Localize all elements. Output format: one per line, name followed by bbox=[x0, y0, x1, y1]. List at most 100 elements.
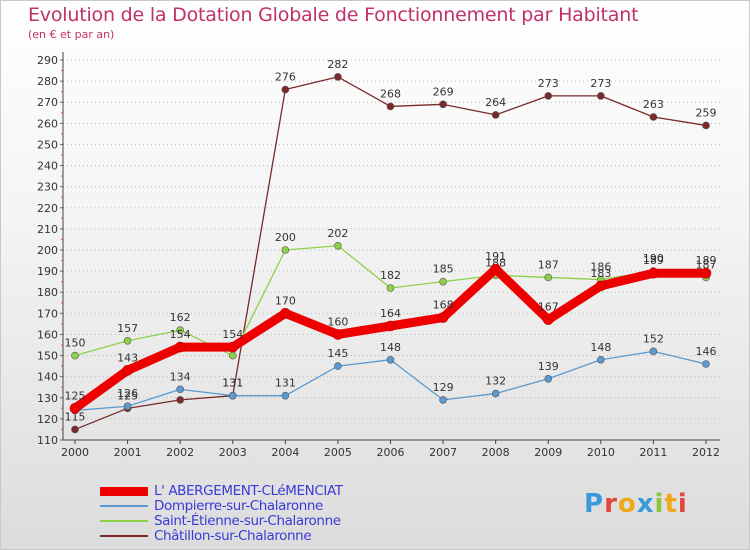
data-point bbox=[281, 246, 290, 254]
data-label: 129 bbox=[433, 381, 454, 394]
data-label: 154 bbox=[170, 328, 191, 341]
y-tick-label: 180 bbox=[37, 286, 58, 299]
data-label: 148 bbox=[590, 341, 611, 354]
data-label: 125 bbox=[117, 389, 138, 402]
data-label: 131 bbox=[275, 377, 296, 390]
data-point bbox=[700, 267, 712, 279]
proxiti-logo: Proxiti bbox=[584, 489, 688, 519]
x-tick-label: 2003 bbox=[219, 446, 247, 459]
data-label: 191 bbox=[485, 250, 506, 263]
data-point bbox=[648, 267, 659, 279]
data-point bbox=[71, 425, 79, 434]
data-point bbox=[123, 402, 132, 411]
x-tick-label: 2001 bbox=[114, 446, 142, 459]
data-point bbox=[544, 374, 553, 383]
data-point bbox=[280, 308, 291, 319]
x-tick-label: 2006 bbox=[377, 446, 405, 459]
y-tick-label: 150 bbox=[37, 350, 58, 363]
legend-swatch bbox=[100, 535, 148, 537]
data-point bbox=[649, 347, 658, 356]
data-label: 148 bbox=[380, 341, 401, 354]
data-point bbox=[281, 391, 290, 400]
data-point bbox=[649, 113, 658, 121]
logo-letter: r bbox=[604, 489, 618, 519]
chart-title: Evolution de la Dotation Globale de Fonc… bbox=[28, 4, 639, 26]
x-tick-label: 2002 bbox=[166, 446, 194, 459]
data-point bbox=[595, 280, 607, 292]
data-label: 160 bbox=[327, 315, 348, 328]
x-tick-label: 2000 bbox=[61, 446, 89, 459]
data-label: 282 bbox=[327, 58, 348, 71]
y-tick-label: 280 bbox=[37, 75, 58, 88]
y-tick-label: 140 bbox=[37, 371, 58, 384]
logo-letter: x bbox=[636, 489, 655, 519]
data-label: 170 bbox=[275, 294, 296, 307]
data-label: 276 bbox=[275, 71, 296, 84]
legend-swatch bbox=[100, 505, 148, 507]
data-label: 115 bbox=[65, 410, 86, 423]
logo-letter: i bbox=[654, 489, 665, 519]
data-point bbox=[122, 365, 133, 376]
data-point bbox=[491, 389, 500, 398]
data-label: 188 bbox=[485, 256, 506, 269]
data-label: 259 bbox=[696, 106, 717, 119]
y-tick-label: 220 bbox=[37, 202, 58, 215]
data-label: 152 bbox=[643, 332, 664, 345]
data-point bbox=[332, 329, 344, 340]
data-label: 134 bbox=[170, 370, 191, 383]
x-tick-label: 2004 bbox=[271, 446, 299, 459]
data-point bbox=[597, 92, 605, 100]
data-point bbox=[385, 320, 396, 332]
y-tick-label: 170 bbox=[37, 307, 58, 320]
data-point bbox=[386, 355, 395, 364]
legend-label: Châtillon-sur-Chalaronne bbox=[154, 528, 312, 544]
x-tick-label: 2012 bbox=[692, 446, 720, 459]
legend-swatch bbox=[100, 486, 148, 496]
data-label: 131 bbox=[222, 377, 243, 390]
data-label: 273 bbox=[590, 77, 611, 90]
y-tick-label: 110 bbox=[37, 434, 58, 447]
data-point bbox=[544, 273, 553, 282]
data-label: 189 bbox=[643, 254, 664, 267]
data-point bbox=[334, 241, 342, 250]
data-point bbox=[123, 336, 132, 345]
data-point bbox=[69, 403, 81, 414]
data-label: 189 bbox=[696, 254, 717, 267]
data-label: 187 bbox=[538, 258, 559, 271]
data-label: 154 bbox=[222, 328, 243, 341]
data-point bbox=[439, 100, 447, 109]
data-label: 269 bbox=[433, 85, 454, 98]
y-tick-label: 250 bbox=[37, 138, 58, 151]
data-point bbox=[702, 360, 710, 368]
y-tick-label: 120 bbox=[37, 413, 58, 426]
y-tick-label: 270 bbox=[37, 96, 58, 109]
data-label: 126 bbox=[117, 387, 138, 400]
logo-letter: i bbox=[677, 489, 688, 519]
data-point bbox=[176, 326, 184, 335]
data-label: 168 bbox=[433, 299, 454, 312]
series-dompierre-sur-chalaronne: 126 134 131 131 145 148 129 132 139 148 152 146 bbox=[71, 332, 717, 415]
data-label: 146 bbox=[696, 345, 717, 358]
y-tick-label: 240 bbox=[37, 160, 58, 173]
series-saint-e-tienne-sur-chalaronne: 150 157 162 200 202 182 185 188 187 186 190 187 bbox=[65, 227, 717, 360]
data-point bbox=[597, 355, 605, 364]
data-label: 150 bbox=[65, 337, 86, 350]
x-tick-label: 2011 bbox=[639, 446, 667, 459]
x-tick-label: 2008 bbox=[482, 446, 510, 459]
logo-letter: t bbox=[664, 489, 678, 519]
chart-subtitle: (en € et par an) bbox=[28, 28, 115, 41]
data-label: 157 bbox=[117, 322, 138, 335]
data-point bbox=[491, 111, 500, 119]
data-point bbox=[437, 312, 449, 323]
x-tick-label: 2005 bbox=[324, 446, 352, 459]
data-point bbox=[227, 341, 239, 353]
data-label: 187 bbox=[696, 258, 717, 271]
data-label: 185 bbox=[433, 263, 454, 276]
legend-label: Saint-Étienne-sur-Chalaronne bbox=[154, 513, 341, 529]
data-point bbox=[228, 351, 237, 360]
data-label: 125 bbox=[65, 389, 86, 402]
data-point bbox=[386, 284, 395, 292]
x-tick-label: 2010 bbox=[587, 446, 615, 459]
data-label: 186 bbox=[590, 261, 611, 274]
